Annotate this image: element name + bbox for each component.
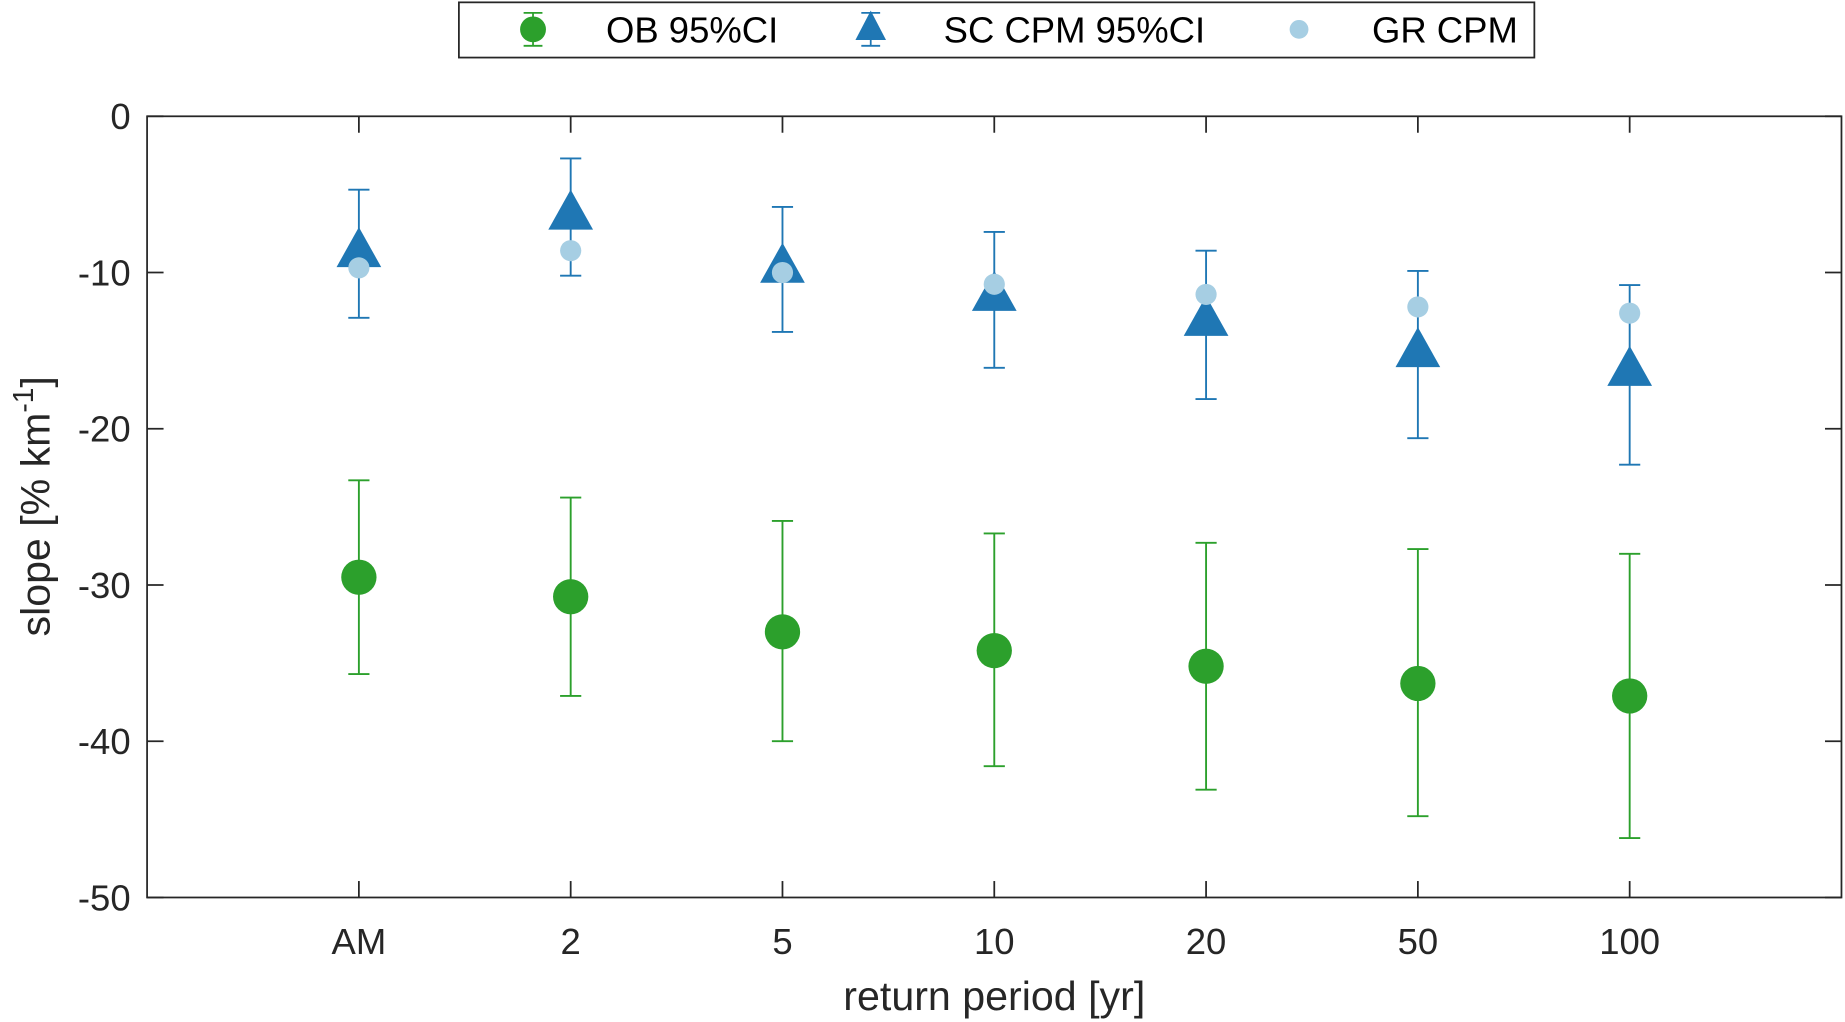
data-point-gr <box>1619 302 1641 324</box>
data-point-sc <box>336 227 382 268</box>
data-marks <box>336 157 1653 840</box>
data-point-ob <box>1400 665 1436 702</box>
x-axis-label: return period [yr] <box>843 973 1145 1019</box>
y-tick-label: -30 <box>78 565 131 606</box>
x-tick-label: 2 <box>561 921 581 962</box>
axes: 0 -10 -20 -30 -40 -50 AM 2 5 10 20 50 100 <box>78 96 1842 962</box>
x-tick-label: 100 <box>1599 921 1660 962</box>
data-point-ob <box>976 633 1012 669</box>
x-tick-label: 50 <box>1398 921 1439 962</box>
y-tick-label: -50 <box>78 877 131 918</box>
data-point-gr <box>348 257 370 279</box>
x-tick-label: 10 <box>974 921 1015 962</box>
y-axis-label: slope [% km-1] <box>7 376 59 636</box>
data-point-gr <box>1195 283 1217 305</box>
data-point-ob <box>341 559 377 595</box>
legend-sc-label: SC CPM 95%CI <box>944 9 1205 50</box>
y-axis-label-main: slope [% km <box>12 413 58 637</box>
legend-ob-label: OB 95%CI <box>606 9 778 50</box>
y-tick-label: 0 <box>110 96 130 137</box>
legend-sc-marker <box>855 10 887 40</box>
x-tick-label: AM <box>332 921 387 962</box>
x-tick-label: 5 <box>772 921 792 962</box>
data-point-gr <box>983 273 1005 295</box>
data-point-sc <box>1395 327 1441 368</box>
legend-item-gr: GR CPM <box>1289 9 1518 50</box>
data-point-gr <box>1407 296 1429 318</box>
data-point-sc <box>548 189 594 230</box>
legend: OB 95%CI SC CPM 95%CI GR CPM <box>458 1 1536 59</box>
y-tick-label: -10 <box>78 252 131 293</box>
data-point-ob <box>553 579 589 615</box>
data-point-ob <box>1612 678 1648 714</box>
y-axis-label-sup: -1 <box>7 388 39 413</box>
y-tick-label: -20 <box>78 409 131 450</box>
y-tick-label: -40 <box>78 721 131 762</box>
data-point-sc <box>1607 345 1653 386</box>
data-point-ob <box>764 614 801 650</box>
legend-ob-marker <box>520 16 546 43</box>
legend-gr-label: GR CPM <box>1372 9 1518 50</box>
data-point-gr <box>771 261 794 284</box>
legend-item-sc: SC CPM 95%CI <box>855 9 1205 50</box>
data-point-ob <box>1188 648 1224 684</box>
data-point-sc <box>1183 295 1229 336</box>
legend-box <box>458 1 1536 59</box>
data-point-gr <box>560 240 582 262</box>
y-axis-label-end: ] <box>12 376 58 387</box>
legend-item-ob: OB 95%CI <box>520 9 778 50</box>
x-tick-label: 20 <box>1186 921 1227 962</box>
legend-gr-marker <box>1289 19 1309 39</box>
